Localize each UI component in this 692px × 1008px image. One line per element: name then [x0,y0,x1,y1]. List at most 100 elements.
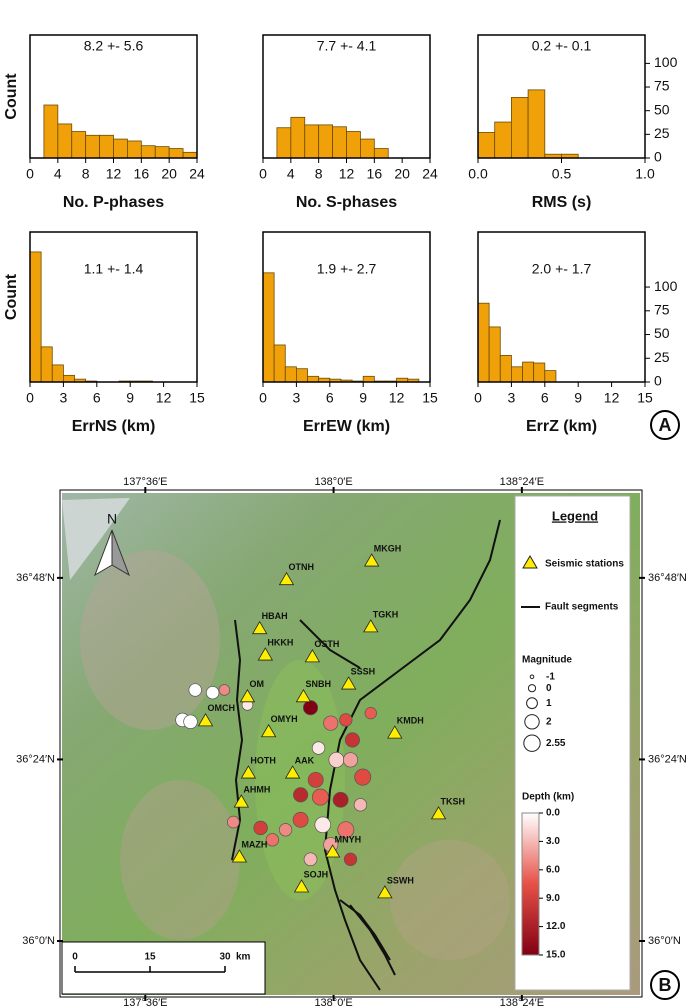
x-tick-label: 3 [293,390,301,406]
x-tick-label: 20 [161,166,177,182]
bar [533,362,546,383]
y-axis-label: Count [3,273,20,320]
earthquake [353,798,368,812]
x-tick-label: 24 [189,166,205,182]
legend-magnitude-symbol [524,714,540,730]
map: N MKGH OTNH HBAH TGKH HKKH OSTH SSSH SNBH OMCH OM… [16,476,687,1008]
bar [182,151,198,159]
y-tick-label: 75 [654,78,670,94]
x-tick-label: 9 [126,390,134,406]
x-tick-label: 12 [389,390,405,406]
x-axis-label: ErrNS (km) [72,418,156,435]
north-label: N [107,511,117,527]
sea [62,498,130,580]
station-label: HKKH [267,637,293,647]
y-tick-label: 100 [654,278,678,294]
y-tick-label: 100 [654,54,678,70]
annotation: 2.0 +- 1.7 [532,261,592,277]
bar [522,361,535,383]
legend-magnitude-symbol [523,734,541,752]
station-label: MNYH [335,834,362,844]
station [293,879,310,893]
legend-magnitude-symbol [529,674,535,680]
station [304,649,321,663]
station [324,844,341,858]
legend-station-symbol [522,555,538,569]
x-tick-label: 12 [604,390,620,406]
x-axis-label: RMS (s) [532,194,592,211]
lon-tick-label: 138°24′E [500,476,544,488]
station [363,619,379,633]
earthquake [188,683,202,697]
bar [494,121,512,159]
station [284,765,301,779]
lat-tick-label: 36°0′N [648,935,681,947]
legend-label: Seismic stations [545,559,624,570]
earthquake [332,791,349,808]
lat-tick-label: 36°24′N [16,753,55,765]
station-label: SNBH [305,679,331,689]
earthquake [307,771,324,788]
earthquake [253,820,268,836]
station-label: KMDH [397,715,424,725]
x-tick-label: 9 [574,390,582,406]
x-tick-label: 8 [315,166,323,182]
colorbar [521,812,540,956]
annotation: 8.2 +- 5.6 [84,38,144,54]
station [197,713,214,727]
earthquake [265,833,280,847]
bar [51,364,64,383]
earthquake [314,816,332,834]
earthquake [205,686,220,700]
x-tick-label: 3 [508,390,516,406]
panel-label: B [659,975,672,995]
legend-magnitude-label: 0 [546,683,552,694]
x-tick-label: 12 [156,390,172,406]
colorbar-tick-label: 15.0 [546,950,566,961]
histograms: 0 4 8 12 16 20 24 Count 8.2 +- 5.6 No. P-phases 0 4… [3,34,678,435]
x-tick-label: 9 [359,390,367,406]
bar [71,131,87,159]
north-arrow: N [94,511,130,577]
annotation: 7.7 +- 4.1 [317,38,377,54]
earthquake [311,788,329,806]
bar [127,140,142,159]
bar [360,138,375,159]
earthquake [218,684,231,696]
legend-magnitude-symbol [526,697,538,710]
bar [99,134,114,159]
x-tick-label: 16 [367,166,383,182]
station-label: HOTH [250,755,275,765]
x-tick-label: 0 [259,166,267,182]
station-label: OM [249,679,264,689]
x-tick-label: 3 [60,390,68,406]
axes-frame [29,231,198,383]
x-tick-label: 1.0 [635,166,655,182]
station-label: SOJH [304,869,329,879]
x-tick-label: 0 [474,390,482,406]
bar [477,302,490,383]
bar [262,272,275,383]
earthquake [328,751,345,768]
legend-magnitude-label: 2 [546,716,552,727]
faults [231,519,501,991]
x-axis-label: ErrZ (km) [526,418,597,435]
colorbar-tick-label: 3.0 [546,836,560,847]
axes-frame [262,231,431,383]
bar [373,148,389,159]
legend-label: Fault segments [545,602,619,613]
bar [295,368,308,383]
earthquake [339,713,353,727]
earthquake [323,715,339,731]
bar [346,131,361,159]
lat-tick-label: 36°48′N [648,572,687,584]
station [251,620,268,635]
bar [284,366,297,383]
y-tick-label: 50 [654,325,670,341]
station-label: TGKH [373,609,399,619]
station [231,849,248,863]
scale-unit: km [236,952,251,963]
lon-tick-label: 137°36′E [123,476,167,488]
y-axis-label: Count [3,73,20,120]
